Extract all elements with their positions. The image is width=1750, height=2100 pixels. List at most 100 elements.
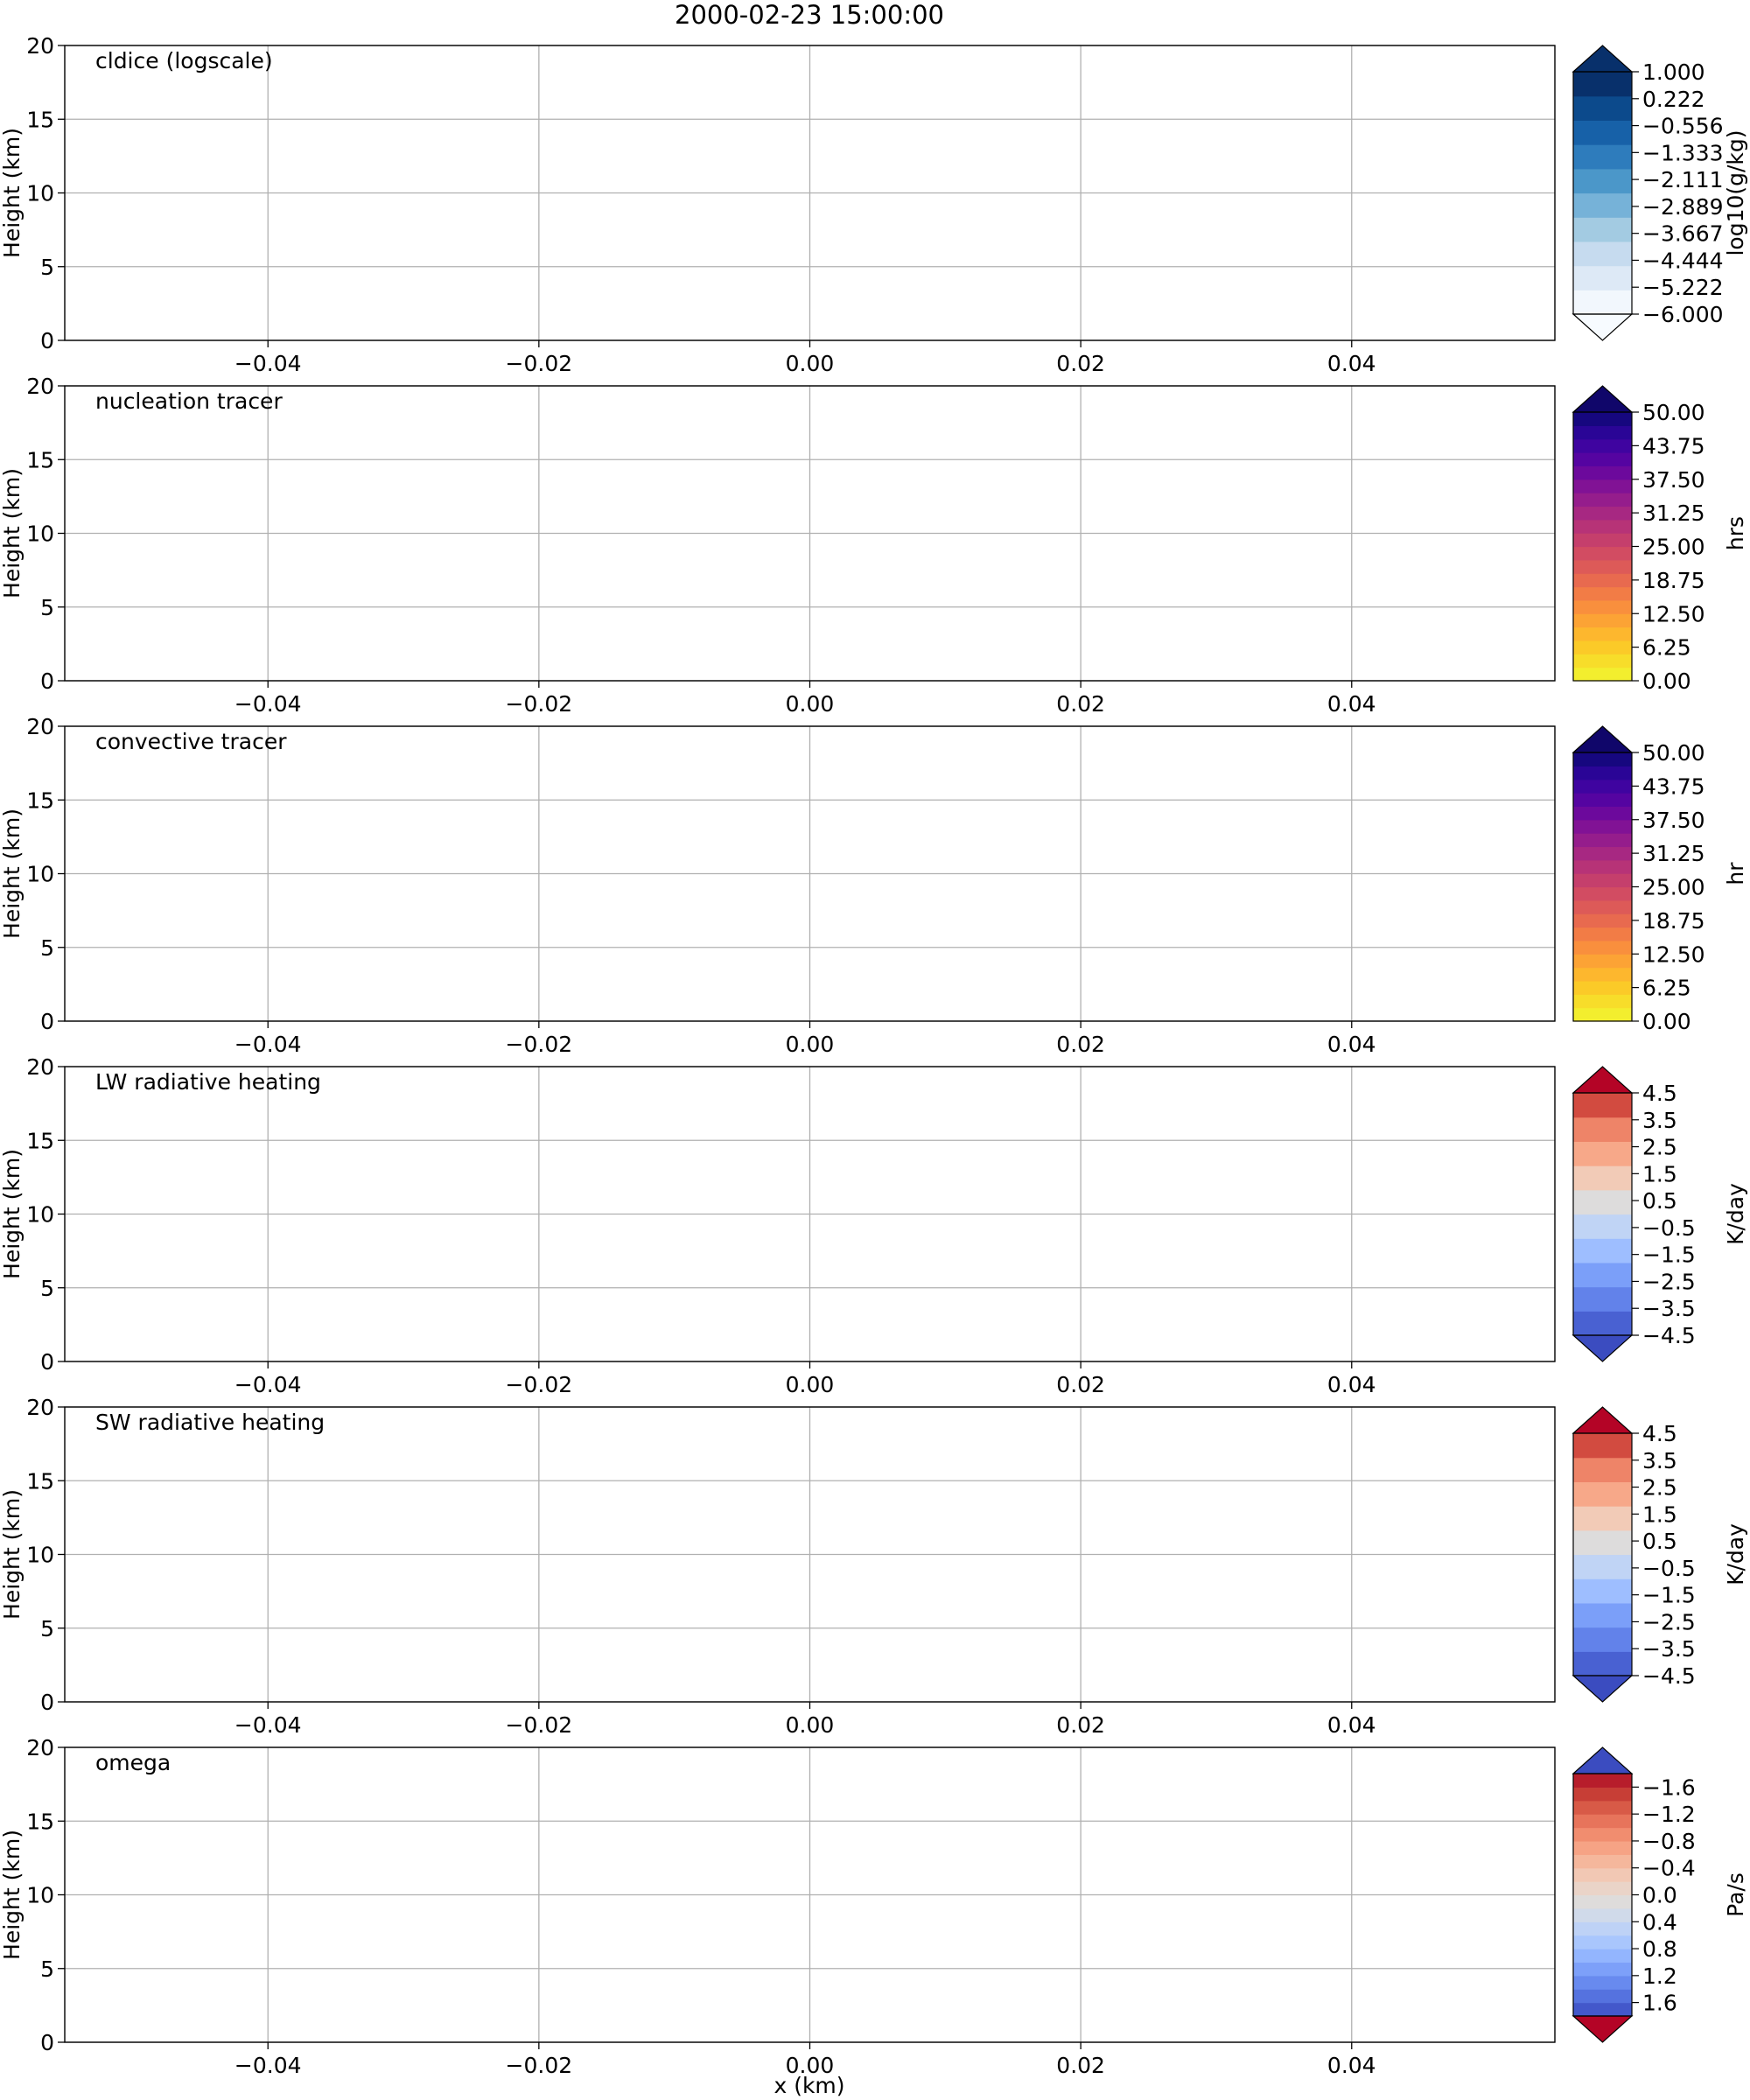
x-tick-label: −0.04 (234, 691, 302, 717)
colorbar-segment (1573, 573, 1632, 588)
x-tick-label: 0.00 (786, 691, 835, 717)
colorbar-segment (1573, 1433, 1632, 1459)
colorbar-segment (1573, 265, 1632, 290)
colorbar-segment (1573, 1881, 1632, 1896)
colorbar-segment (1573, 1800, 1632, 1815)
colorbar-segment (1573, 95, 1632, 121)
x-tick-label: 0.00 (786, 2053, 835, 2078)
panel-1: −0.04 −0.02 0.00 0.02 0.04 0 5 10 15 20 Height (km… (0, 33, 1748, 376)
colorbar-tick-label: 4.5 (1642, 1421, 1677, 1446)
colorbar-tick-label: 4.5 (1642, 1081, 1677, 1106)
colorbar-tick-label: 3.5 (1642, 1448, 1677, 1474)
y-tick-label: 10 (26, 181, 54, 206)
colorbar: 1.0000.222−0.556−1.333−2.111−2.889−3.667… (1572, 45, 1748, 341)
colorbar-segment (1573, 1481, 1632, 1507)
colorbar-segment (1573, 192, 1632, 218)
colorbar-tick-label: −0.5 (1642, 1556, 1696, 1581)
colorbar-segment (1573, 1627, 1632, 1652)
y-tick-label: 5 (40, 595, 54, 620)
colorbar: 1.61.20.80.40.0−0.4−0.8−1.2−1.6 Pa/s (1572, 1746, 1748, 2043)
x-tick-label: 0.02 (1056, 2053, 1105, 2078)
x-tick-label: 0.04 (1327, 691, 1376, 717)
colorbar-segment (1573, 640, 1632, 654)
y-axis-label: Height (km) (0, 1149, 24, 1279)
colorbar-extend-max (1572, 1746, 1634, 1774)
x-tick-label: −0.04 (234, 351, 302, 376)
colorbar-segment (1573, 2002, 1632, 2017)
colorbar-segment (1573, 1286, 1632, 1312)
colorbar-tick-label: −2.5 (1642, 1269, 1696, 1294)
colorbar-segment (1573, 1962, 1632, 1977)
colorbar-frame (1572, 1432, 1633, 1676)
y-tick-label: 5 (40, 1956, 54, 1982)
colorbar-segment (1573, 1214, 1632, 1239)
x-tick-label: −0.04 (234, 1372, 302, 1397)
colorbar-tick-label: 1.000 (1642, 60, 1705, 85)
y-tick-label: 20 (26, 1735, 54, 1760)
panel-5: −0.04 −0.02 0.00 0.02 0.04 0 5 10 15 20 Height (km… (0, 1395, 1748, 1738)
colorbar-tick-label: 37.50 (1642, 808, 1705, 833)
colorbar-tick-label: −0.556 (1642, 114, 1724, 139)
y-tick-label: 0 (40, 1690, 54, 1715)
colorbar-segment (1573, 168, 1632, 194)
x-tick-label: −0.02 (506, 691, 573, 717)
colorbar-segment (1573, 752, 1632, 766)
colorbar-segment (1573, 1554, 1632, 1579)
colorbar-segment (1573, 1506, 1632, 1531)
x-tick-label: 0.02 (1056, 351, 1105, 376)
y-tick-label: 15 (26, 447, 54, 472)
colorbar-tick-label: 6.25 (1642, 976, 1691, 1001)
colorbar-segment (1573, 241, 1632, 267)
colorbar-tick-label: 3.5 (1642, 1108, 1677, 1133)
colorbar-tick-label: 50.00 (1642, 740, 1705, 766)
colorbar-tick-label: −5.222 (1642, 275, 1724, 300)
colorbar-tick-label: 2.5 (1642, 1475, 1677, 1501)
colorbar-tick-label: −2.111 (1642, 167, 1724, 192)
x-tick-label: 0.04 (1327, 351, 1376, 376)
y-tick-label: 10 (26, 1543, 54, 1568)
x-tick-label: 0.02 (1056, 691, 1105, 717)
colorbar-segment (1573, 1989, 1632, 2004)
colorbar-tick-label: 1.6 (1642, 1991, 1677, 2016)
colorbar-extend-min (1572, 1334, 1634, 1362)
y-tick-label: 20 (26, 714, 54, 739)
colorbar-segment (1573, 994, 1632, 1009)
panel-title: SW radiative heating (95, 1410, 325, 1435)
colorbar-tick-label: 0.222 (1642, 87, 1705, 112)
colorbar-tick-label: 12.50 (1642, 942, 1705, 967)
colorbar-tick-label: 50.00 (1642, 400, 1705, 425)
colorbar-tick-label: 0.00 (1642, 1009, 1691, 1034)
colorbar-segment (1573, 1166, 1632, 1191)
y-tick-label: 20 (26, 374, 54, 399)
y-tick-label: 15 (26, 1468, 54, 1494)
colorbar-tick-label: 31.25 (1642, 841, 1705, 866)
colorbar-segment (1573, 546, 1632, 561)
colorbar-tick-label: 6.25 (1642, 635, 1691, 661)
colorbar-extend-min (1572, 2015, 1634, 2043)
colorbar-tick-label: 25.00 (1642, 875, 1705, 900)
colorbar-tick-label: 0.5 (1642, 1529, 1677, 1554)
y-tick-label: 0 (40, 1349, 54, 1375)
colorbar-segment (1573, 559, 1632, 574)
panel-2: −0.04 −0.02 0.00 0.02 0.04 0 5 10 15 20 Height (km… (0, 374, 1748, 717)
x-tick-label: 0.00 (786, 1032, 835, 1057)
colorbar-tick-label: 43.75 (1642, 433, 1705, 458)
colorbar-extend-max (1572, 1066, 1634, 1094)
figure-title: 2000-02-23 15:00:00 (675, 0, 944, 30)
colorbar-segment (1573, 1530, 1632, 1556)
colorbar-segment (1573, 1787, 1632, 1802)
panel-3: −0.04 −0.02 0.00 0.02 0.04 0 5 10 15 20 Height (km… (0, 714, 1748, 1057)
colorbar-segment (1573, 1854, 1632, 1869)
colorbar-tick-label: −4.444 (1642, 248, 1724, 273)
colorbar-segment (1573, 1007, 1632, 1022)
x-tick-label: 0.02 (1056, 1032, 1105, 1057)
colorbar-tick-label: 0.8 (1642, 1936, 1677, 1962)
colorbar-segment (1573, 846, 1632, 861)
colorbar-label: hr (1723, 862, 1748, 886)
y-tick-label: 10 (26, 1883, 54, 1908)
colorbar-extend-max (1572, 1406, 1634, 1434)
colorbar-segment (1573, 599, 1632, 614)
colorbar-segment (1573, 120, 1632, 145)
colorbar: 0.00 6.25 12.50 18.75 25.00 31.25 37.50 43.75 50… (1572, 725, 1748, 1034)
